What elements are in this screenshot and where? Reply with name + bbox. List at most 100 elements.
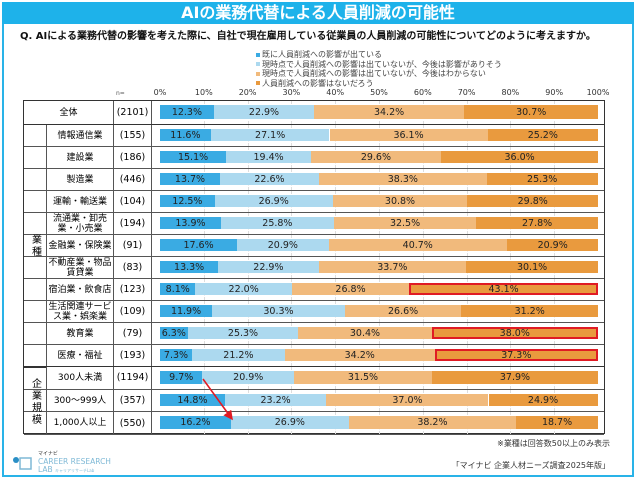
row-label: 医療・福祉 xyxy=(46,345,114,366)
logo-line2: LAB xyxy=(38,465,53,474)
data-label: 30.1% xyxy=(516,261,548,273)
bar-segment: 32.5% xyxy=(333,217,477,229)
data-label: 16.2% xyxy=(180,417,211,429)
legend-label: 現時点で人員削減への影響は出ていないが、今後はわからない xyxy=(262,69,486,78)
data-label: 43.1% xyxy=(488,283,519,295)
bar-segment: 9.7% xyxy=(160,371,203,384)
data-label: 13.9% xyxy=(175,217,206,229)
data-label: 22.9% xyxy=(248,106,280,118)
tick-label: 100% xyxy=(586,88,610,97)
row-n: (104) xyxy=(114,191,152,212)
data-label: 33.7% xyxy=(377,261,408,273)
row-n: (91) xyxy=(114,235,152,256)
bar-segment: 37.3% xyxy=(434,349,598,361)
data-label: 21.2% xyxy=(223,349,254,361)
bar-segment: 13.7% xyxy=(160,173,220,185)
bar-segment: 13.9% xyxy=(160,217,221,229)
bar-segment: 26.9% xyxy=(230,416,349,429)
row-n: (186) xyxy=(114,147,152,168)
data-label: 11.6% xyxy=(170,129,201,141)
data-label: 11.9% xyxy=(170,305,202,317)
legend-swatch xyxy=(256,81,260,86)
source: 「マイナビ 企業人材ニーズ調査2025年版」 xyxy=(451,461,610,470)
data-label: 26.8% xyxy=(335,283,366,295)
bar-segment: 40.7% xyxy=(328,239,507,251)
tick-label: 40% xyxy=(326,88,345,97)
bar-segment: 15.1% xyxy=(160,151,227,163)
bar-segment: 22.6% xyxy=(220,173,319,185)
bar-segment: 23.2% xyxy=(224,393,327,407)
data-label: 37.0% xyxy=(392,394,423,406)
bar-segment: 25.2% xyxy=(487,129,598,141)
bar-segment: 19.4% xyxy=(226,151,312,163)
bar-segment: 26.8% xyxy=(291,283,410,295)
tick-label: 10% xyxy=(194,88,213,97)
row-label: 生活関連サービス業・娯楽業 xyxy=(46,301,114,322)
data-label: 25.2% xyxy=(527,129,558,141)
data-label: 27.8% xyxy=(522,217,553,229)
legend-item: 現時点で人員削減への影響は出ていないが、今後はわからない xyxy=(256,69,616,79)
data-label: 20.9% xyxy=(537,239,568,251)
row-n: (155) xyxy=(114,125,152,146)
bar-segment: 30.1% xyxy=(466,261,598,273)
bar-segment: 20.9% xyxy=(237,239,329,251)
bar-segment: 7.3% xyxy=(160,349,192,361)
chart-table: 全体 (2101) 12.3% 22.9% 34.2% 30.7% 情報通信業 (155) 11… xyxy=(23,100,605,435)
data-label: 27.1% xyxy=(255,129,286,141)
row-n: (1194) xyxy=(114,367,152,389)
data-label: 22.9% xyxy=(253,261,284,273)
chart-row: 建設業 (186) 15.1% 19.4% 29.6% 36.0% xyxy=(24,147,604,169)
bar-segment: 31.5% xyxy=(294,371,432,384)
tick-label: 30% xyxy=(282,88,301,97)
row-label: 製造業 xyxy=(46,169,114,190)
bar-segment: 17.6% xyxy=(160,239,238,251)
data-label: 26.9% xyxy=(274,417,305,429)
data-label: 36.1% xyxy=(393,129,424,141)
data-label: 13.3% xyxy=(174,261,205,273)
row-n: (2101) xyxy=(114,101,152,124)
bar-segment: 38.3% xyxy=(318,173,487,185)
bar-segment: 25.8% xyxy=(220,217,334,229)
legend-swatch xyxy=(256,62,260,67)
data-label: 26.6% xyxy=(387,305,419,317)
data-label: 17.6% xyxy=(183,239,214,251)
row-n: (446) xyxy=(114,169,152,190)
bar-segment: 13.3% xyxy=(160,261,219,273)
data-label: 14.8% xyxy=(177,394,208,406)
data-label: 20.9% xyxy=(267,239,298,251)
legend-swatch xyxy=(256,52,260,57)
data-label: 25.8% xyxy=(262,217,293,229)
row-n: (109) xyxy=(114,301,152,322)
tick-label: 70% xyxy=(457,88,476,97)
bar-segment: 30.4% xyxy=(298,327,432,339)
tick-label: 20% xyxy=(238,88,257,97)
chart-title: AIの業務代替による人員削減の可能性 xyxy=(2,2,634,24)
data-label: 9.7% xyxy=(169,371,194,383)
tick-label: 80% xyxy=(501,88,520,97)
bar-segment: 43.1% xyxy=(409,283,598,295)
chart-row: 300人未満 (1194) 9.7% 20.9% 31.5% 37.9% xyxy=(24,367,604,390)
chart-row: 情報通信業 (155) 11.6% 27.1% 36.1% 25.2% xyxy=(24,125,604,147)
chart-row: 運輸・輸送業 (104) 12.5% 26.9% 30.8% 29.8% xyxy=(24,191,604,213)
chart-row: 300～999人 (357) 14.8% 23.2% 37.0% 24.9% xyxy=(24,389,604,413)
legend-swatch xyxy=(256,71,260,76)
bar-segment: 37.0% xyxy=(326,393,489,407)
bar-segment: 6.3% xyxy=(160,327,188,339)
bar-segment: 36.1% xyxy=(329,129,488,141)
row-n: (83) xyxy=(114,257,152,278)
data-label: 34.2% xyxy=(373,106,405,118)
bar-segment: 20.9% xyxy=(202,371,295,384)
bar-segment: 38.2% xyxy=(348,416,517,429)
data-label: 36.0% xyxy=(504,151,535,163)
legend-label: 現時点で人員削減への影響は出ていないが、今後は影響がありそう xyxy=(262,59,502,69)
data-label: 6.3% xyxy=(161,327,186,339)
data-label: 22.6% xyxy=(254,173,285,185)
data-label: 31.5% xyxy=(347,371,379,383)
bar-segment: 36.0% xyxy=(440,151,599,163)
bar-segment: 16.2% xyxy=(160,416,231,429)
bar-segment: 34.2% xyxy=(284,349,435,361)
logo-icon xyxy=(13,456,32,470)
bar-segment: 11.6% xyxy=(160,129,211,141)
data-label: 37.3% xyxy=(501,349,532,361)
chart-row: 全体 (2101) 12.3% 22.9% 34.2% 30.7% xyxy=(24,101,604,125)
